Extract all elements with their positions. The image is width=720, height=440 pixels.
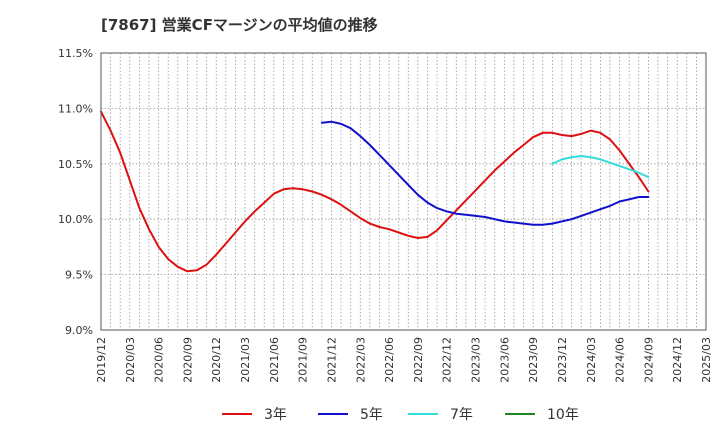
axis-layer: 11.5% 11.0% 10.5% 10.0% 9.5% 9.0%2019/12 2020/… xyxy=(58,47,713,383)
x-tick-label: 2022/09 xyxy=(412,337,425,383)
series-line-5年 xyxy=(320,120,650,226)
plot-border xyxy=(100,52,707,331)
y-tick-label: 10.5% xyxy=(58,158,93,171)
y-tick-label: 9.5% xyxy=(65,269,93,282)
x-tick-label: 2024/03 xyxy=(585,337,598,383)
x-tick-label: 2024/12 xyxy=(671,337,684,383)
x-tick-label: 2023/03 xyxy=(470,337,483,383)
legend-label: 7年 xyxy=(450,407,473,423)
legend-label: 10年 xyxy=(547,407,579,423)
x-tick-label: 2022/06 xyxy=(383,337,396,383)
x-tick-label: 2021/12 xyxy=(325,337,338,383)
y-tick-label: 10.0% xyxy=(58,213,93,226)
legend-layer: 3年 5年 7年 10年 xyxy=(222,407,579,423)
y-tick-label: 11.5% xyxy=(58,47,93,60)
x-tick-label: 2025/03 xyxy=(700,337,713,383)
chart-title: [7867] 営業CFマージンの平均値の推移 xyxy=(101,16,378,34)
x-tick-label: 2020/09 xyxy=(181,337,194,383)
x-tick-label: 2021/03 xyxy=(239,337,252,383)
series-line-7年 xyxy=(551,155,650,179)
x-tick-label: 2023/09 xyxy=(527,337,540,383)
x-tick-label: 2019/12 xyxy=(95,337,108,383)
x-tick-label: 2023/06 xyxy=(498,337,511,383)
grid-layer xyxy=(100,52,707,331)
plot-area xyxy=(101,53,706,330)
x-tick-label: 2020/03 xyxy=(124,337,137,383)
x-tick-label: 2020/12 xyxy=(210,337,223,383)
x-tick-label: 2024/09 xyxy=(642,337,655,383)
legend-label: 5年 xyxy=(360,407,383,423)
x-tick-label: 2021/09 xyxy=(297,337,310,383)
x-tick-label: 2020/06 xyxy=(153,337,166,383)
x-tick-label: 2022/12 xyxy=(441,337,454,383)
series-layer xyxy=(100,110,650,273)
y-tick-label: 9.0% xyxy=(65,324,93,337)
x-tick-label: 2022/03 xyxy=(354,337,367,383)
x-tick-label: 2023/12 xyxy=(556,337,569,383)
y-tick-label: 11.0% xyxy=(58,102,93,115)
x-tick-label: 2021/06 xyxy=(268,337,281,383)
x-tick-label: 2024/06 xyxy=(614,337,627,383)
legend-label: 3年 xyxy=(264,407,287,423)
series-line-3年 xyxy=(100,110,650,273)
